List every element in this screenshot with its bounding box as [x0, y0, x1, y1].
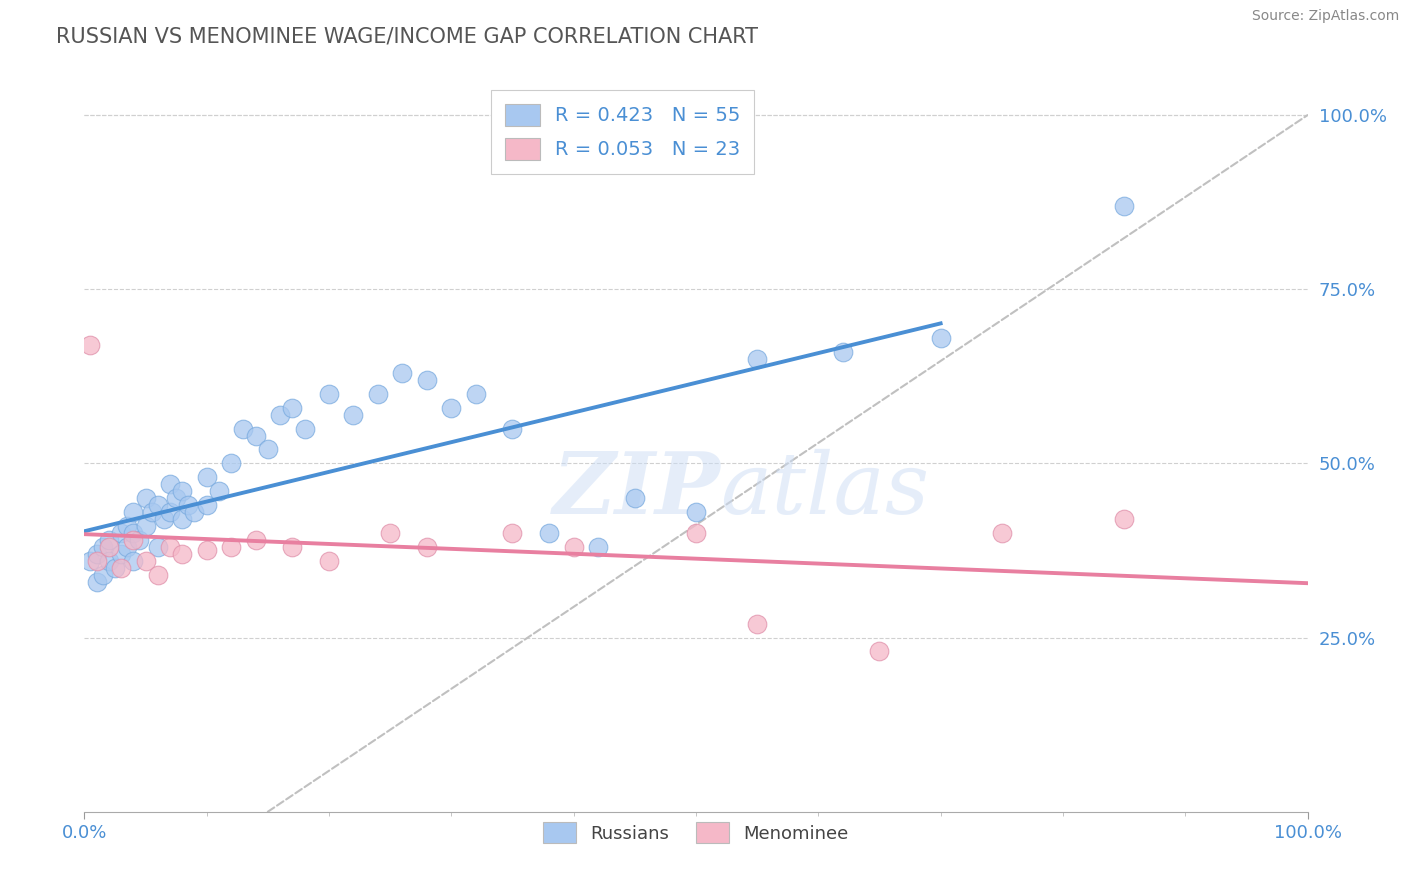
Point [135, 519, 157, 533]
Point [1114, 512, 1136, 526]
Point [159, 540, 181, 554]
Point [219, 457, 242, 471]
Point [195, 498, 218, 512]
Point [91, 540, 114, 554]
Point [195, 470, 218, 484]
Point [86, 554, 108, 568]
Point [281, 540, 304, 554]
Point [115, 540, 138, 554]
Text: atlas: atlas [720, 449, 929, 532]
Point [104, 561, 127, 575]
Point [172, 512, 194, 526]
Point [269, 408, 291, 422]
Point [1114, 199, 1136, 213]
Point [562, 540, 585, 554]
Point [586, 540, 609, 554]
Point [831, 345, 853, 359]
Point [128, 533, 150, 547]
Point [318, 386, 340, 401]
Point [110, 561, 132, 575]
Point [208, 484, 231, 499]
Point [141, 505, 163, 519]
Point [929, 331, 952, 345]
Point [685, 526, 707, 541]
Point [245, 533, 267, 547]
Point [91, 567, 114, 582]
Point [97, 533, 120, 547]
Point [747, 616, 769, 631]
Point [110, 526, 132, 541]
Point [257, 442, 280, 457]
Point [685, 505, 707, 519]
Point [153, 512, 176, 526]
Point [538, 526, 561, 541]
Point [747, 351, 769, 366]
Point [159, 477, 181, 491]
Point [183, 505, 205, 519]
Point [146, 498, 169, 512]
Point [416, 373, 439, 387]
Point [97, 540, 120, 554]
Point [502, 526, 524, 541]
Point [391, 366, 413, 380]
Text: Source: ZipAtlas.com: Source: ZipAtlas.com [1251, 9, 1399, 23]
Point [624, 491, 647, 506]
Text: ZIP: ZIP [553, 448, 720, 532]
Point [79, 554, 101, 568]
Point [318, 554, 340, 568]
Point [110, 547, 132, 561]
Legend: Russians, Menominee: Russians, Menominee [536, 815, 856, 850]
Point [172, 484, 194, 499]
Point [177, 498, 200, 512]
Point [502, 421, 524, 435]
Point [79, 338, 101, 352]
Point [869, 644, 891, 658]
Point [464, 386, 486, 401]
Point [122, 533, 145, 547]
Point [245, 428, 267, 442]
Point [342, 408, 364, 422]
Point [122, 554, 145, 568]
Point [219, 540, 242, 554]
Point [294, 421, 316, 435]
Point [97, 554, 120, 568]
Point [991, 526, 1014, 541]
Point [86, 574, 108, 589]
Point [172, 547, 194, 561]
Point [146, 540, 169, 554]
Point [281, 401, 304, 415]
Point [122, 505, 145, 519]
Point [135, 491, 157, 506]
Point [416, 540, 439, 554]
Point [195, 543, 218, 558]
Point [115, 519, 138, 533]
Point [232, 421, 254, 435]
Text: RUSSIAN VS MENOMINEE WAGE/INCOME GAP CORRELATION CHART: RUSSIAN VS MENOMINEE WAGE/INCOME GAP COR… [56, 27, 758, 46]
Point [146, 567, 169, 582]
Point [165, 491, 187, 506]
Point [135, 554, 157, 568]
Point [440, 401, 463, 415]
Point [159, 505, 181, 519]
Point [380, 526, 402, 541]
Point [367, 386, 389, 401]
Point [86, 547, 108, 561]
Point [122, 526, 145, 541]
